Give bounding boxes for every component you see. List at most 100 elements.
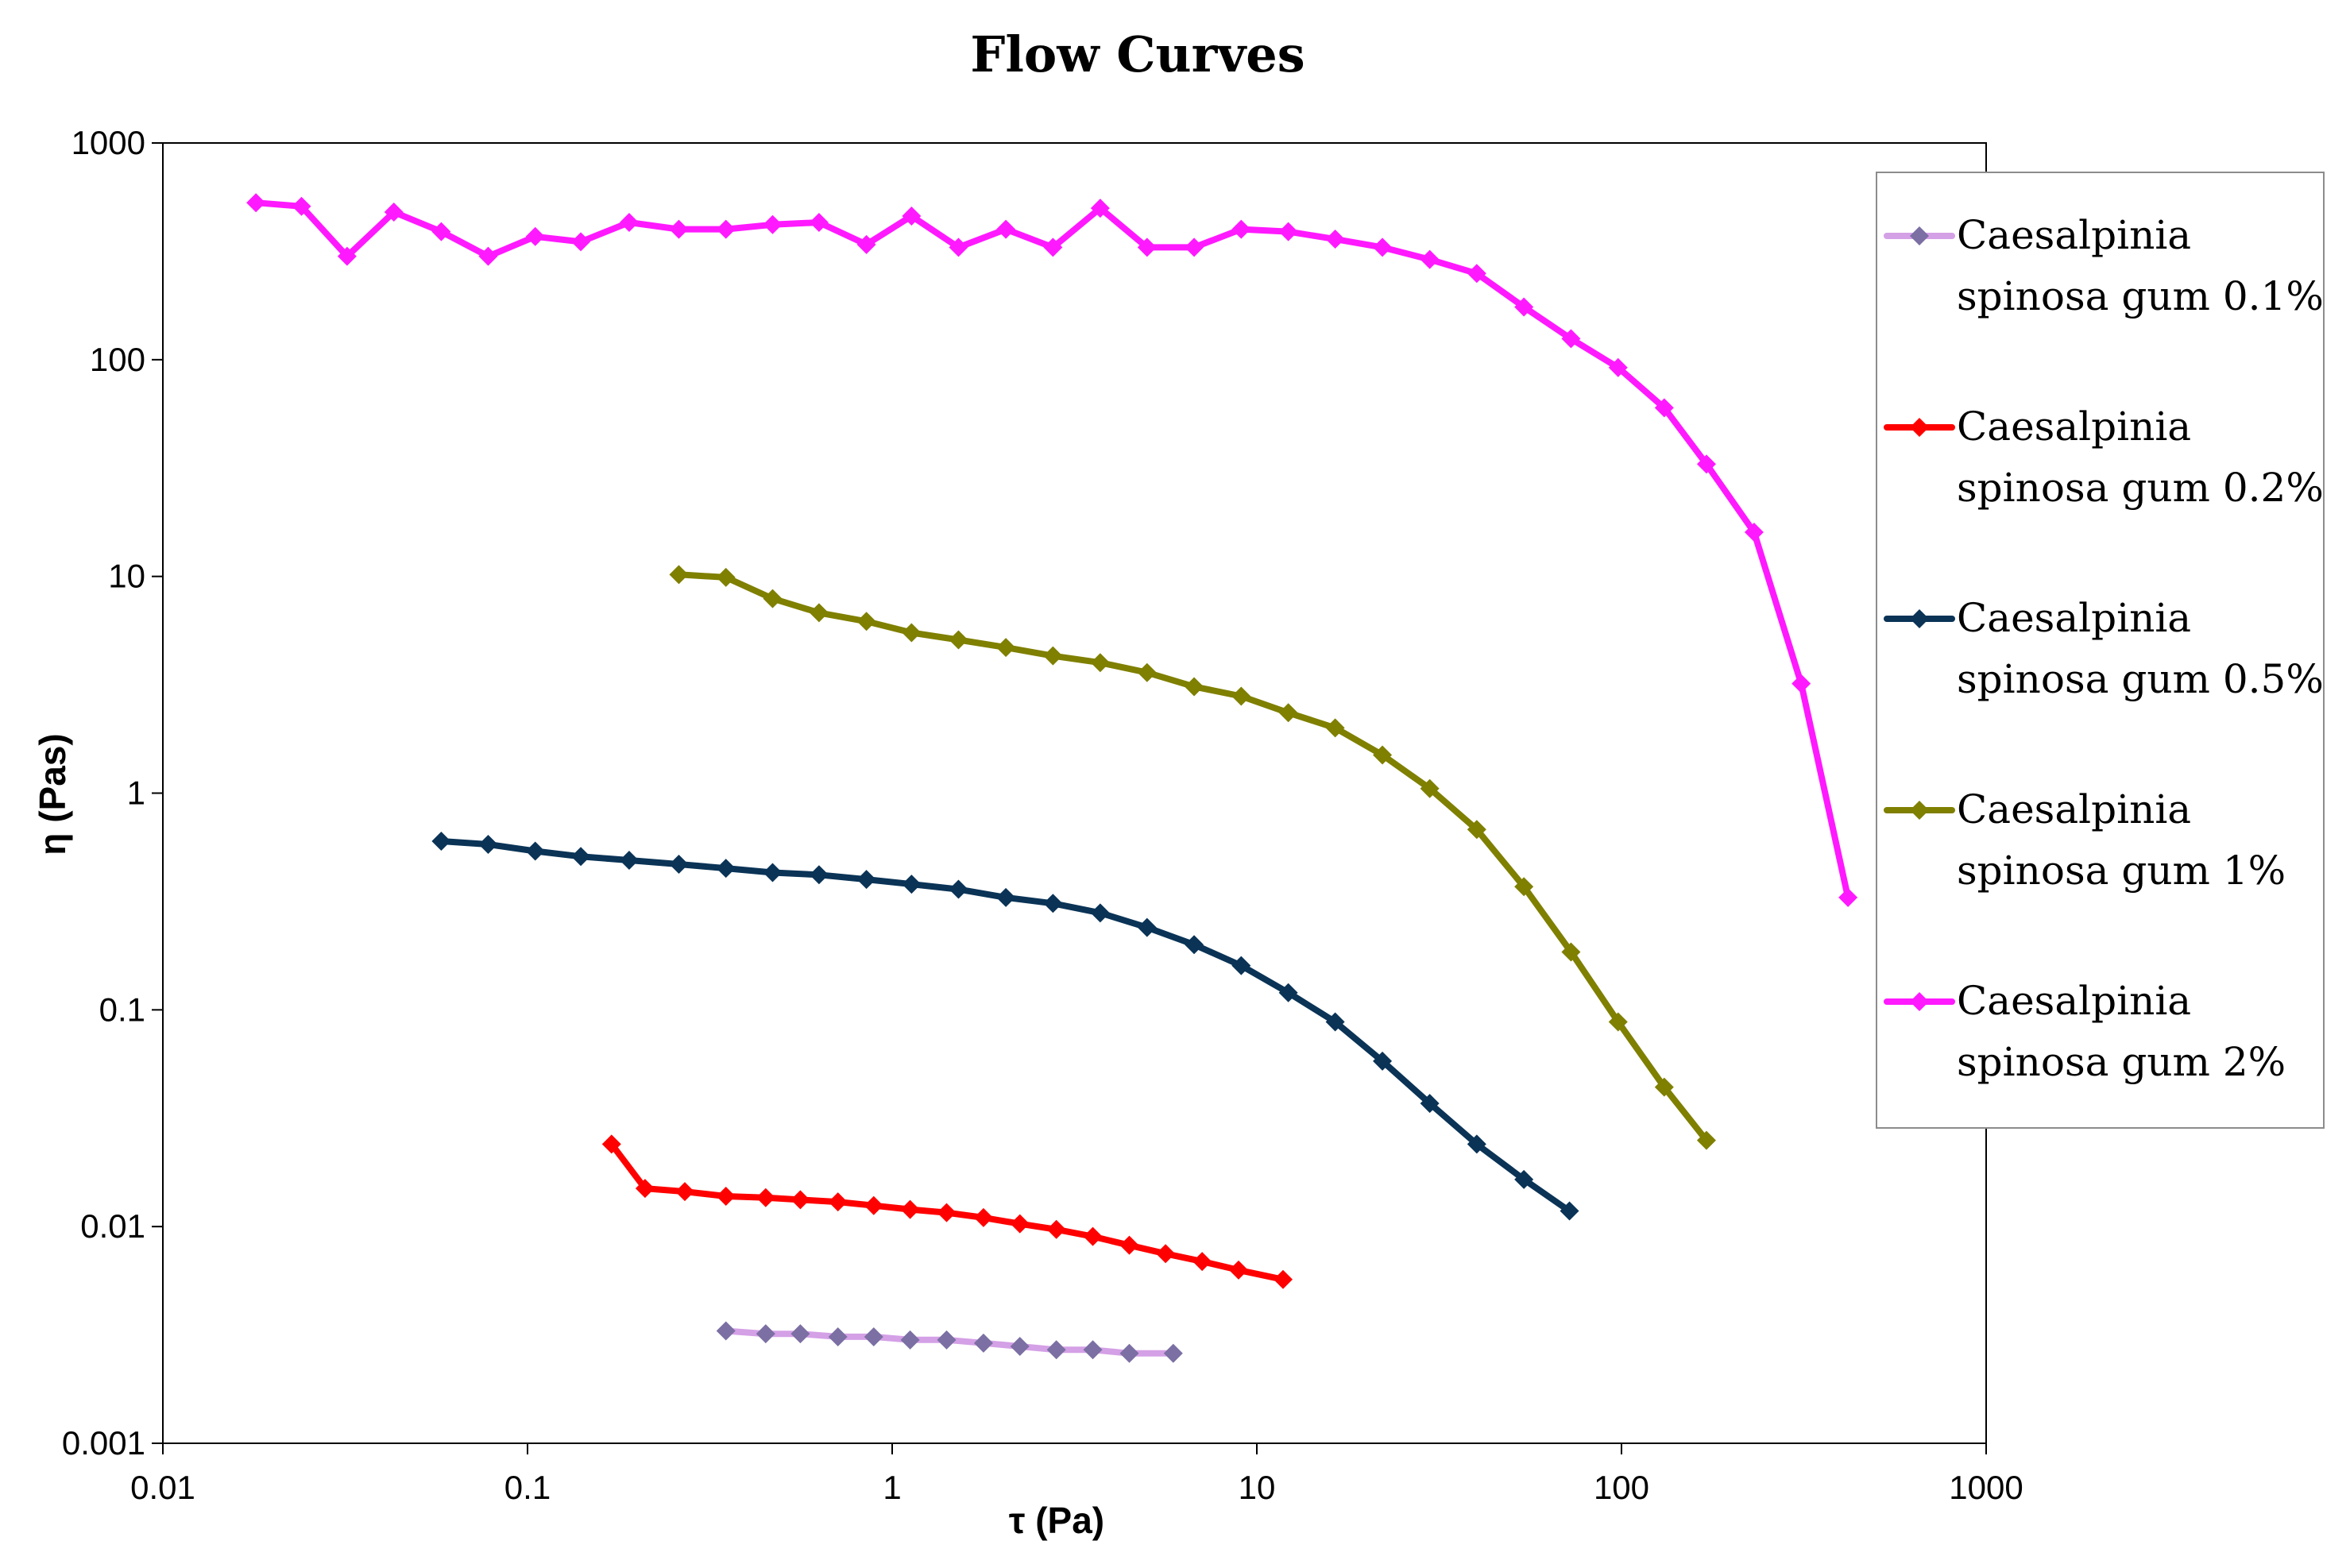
y-tick-label: 1 xyxy=(127,774,145,812)
data-point xyxy=(669,565,689,585)
data-point xyxy=(937,1203,957,1222)
data-point xyxy=(635,1179,655,1199)
data-point xyxy=(1838,887,1858,907)
data-point xyxy=(902,875,922,894)
data-point xyxy=(1273,1269,1293,1289)
y-tick-label: 1000 xyxy=(72,124,145,161)
data-point xyxy=(1696,454,1716,474)
data-point xyxy=(1278,222,1298,241)
data-point xyxy=(809,865,829,885)
data-point xyxy=(1744,522,1764,542)
data-point xyxy=(856,612,876,631)
data-point xyxy=(1420,249,1440,269)
data-point xyxy=(716,1321,736,1341)
data-point xyxy=(1231,219,1251,239)
y-axis-ticks: 0.001 0.01 0.1 1 10 100 1000 xyxy=(62,124,163,1462)
data-point xyxy=(292,196,311,216)
data-point xyxy=(525,226,545,246)
y-tick-label: 10 xyxy=(108,558,145,595)
series-0 xyxy=(716,1321,1183,1363)
data-point xyxy=(1185,677,1204,697)
x-tick-label: 0.1 xyxy=(504,1469,551,1506)
data-point xyxy=(1561,942,1581,962)
data-point xyxy=(1228,1260,1248,1280)
data-point xyxy=(669,854,689,874)
plot-area-frame xyxy=(162,142,1987,1444)
data-point xyxy=(790,1190,810,1210)
data-point xyxy=(1325,1012,1345,1032)
data-point xyxy=(973,1333,993,1353)
data-point xyxy=(1192,1252,1212,1272)
legend-label: spinosa gum 0.2% xyxy=(1957,465,2324,511)
y-axis-label: η (Pas) xyxy=(32,733,73,855)
data-point xyxy=(1010,1214,1030,1234)
legend-entry: Caesalpinia spinosa gum 0.5% xyxy=(1884,595,2324,702)
data-point xyxy=(571,232,591,252)
data-point xyxy=(716,219,736,239)
data-point xyxy=(1046,1219,1066,1239)
data-point xyxy=(756,1188,775,1207)
data-point xyxy=(790,1324,810,1344)
legend-swatch-marker xyxy=(1910,609,1929,628)
data-point xyxy=(1043,646,1063,666)
data-point xyxy=(1137,238,1157,257)
data-point xyxy=(996,638,1016,658)
data-point xyxy=(246,193,266,213)
data-point xyxy=(809,603,829,623)
data-point xyxy=(1467,820,1486,840)
data-point xyxy=(864,1195,883,1215)
data-point xyxy=(900,1199,920,1219)
data-point xyxy=(669,219,689,239)
data-point xyxy=(1043,894,1063,913)
data-point xyxy=(1654,1077,1674,1097)
legend-swatch-marker xyxy=(1910,801,1929,820)
series-1 xyxy=(601,1134,1293,1289)
data-point xyxy=(478,835,498,855)
data-point xyxy=(1373,238,1393,257)
data-point xyxy=(1791,674,1811,693)
data-point xyxy=(1119,1343,1139,1363)
data-point xyxy=(1696,1130,1716,1150)
data-point xyxy=(1185,935,1204,955)
data-point xyxy=(1090,903,1110,923)
x-tick-label: 1 xyxy=(883,1469,901,1506)
data-point xyxy=(864,1327,883,1346)
y-tick-label: 0.001 xyxy=(62,1424,145,1462)
data-point xyxy=(716,1187,736,1207)
legend-entry: Caesalpinia spinosa gum 2% xyxy=(1884,978,2286,1085)
data-point xyxy=(828,1192,848,1212)
data-point xyxy=(1010,1337,1030,1357)
data-point xyxy=(1231,686,1251,706)
data-point xyxy=(1325,718,1345,738)
series-2 xyxy=(431,832,1579,1221)
legend-entry: Caesalpinia spinosa gum 0.2% xyxy=(1884,404,2324,511)
data-point xyxy=(1373,745,1393,765)
series-4 xyxy=(246,193,1858,907)
data-point xyxy=(337,246,357,266)
data-point xyxy=(619,213,639,233)
data-point xyxy=(1083,1340,1103,1360)
data-point xyxy=(1325,230,1345,249)
legend-swatch-marker xyxy=(1910,992,1929,1011)
data-point xyxy=(1561,329,1581,349)
data-point xyxy=(1137,917,1157,937)
y-tick-label: 0.01 xyxy=(80,1207,145,1245)
data-point xyxy=(949,238,968,257)
data-point xyxy=(763,214,783,234)
legend-entry: Caesalpinia spinosa gum 0.1% xyxy=(1884,212,2324,319)
data-point xyxy=(1185,238,1204,257)
data-point xyxy=(1163,1343,1183,1363)
x-axis-label: τ (Pa) xyxy=(1009,1500,1104,1541)
data-point xyxy=(1090,199,1110,218)
data-point xyxy=(1514,1169,1534,1189)
data-point xyxy=(716,567,736,587)
y-tick-label: 0.1 xyxy=(99,991,145,1028)
x-tick-label: 0.01 xyxy=(130,1469,195,1506)
axes xyxy=(162,142,1987,1444)
legend-swatch-marker xyxy=(1910,418,1929,437)
legend-label: spinosa gum 1% xyxy=(1957,848,2286,894)
data-point xyxy=(1467,1134,1486,1154)
x-tick-label: 10 xyxy=(1239,1469,1276,1506)
data-point xyxy=(856,870,876,890)
